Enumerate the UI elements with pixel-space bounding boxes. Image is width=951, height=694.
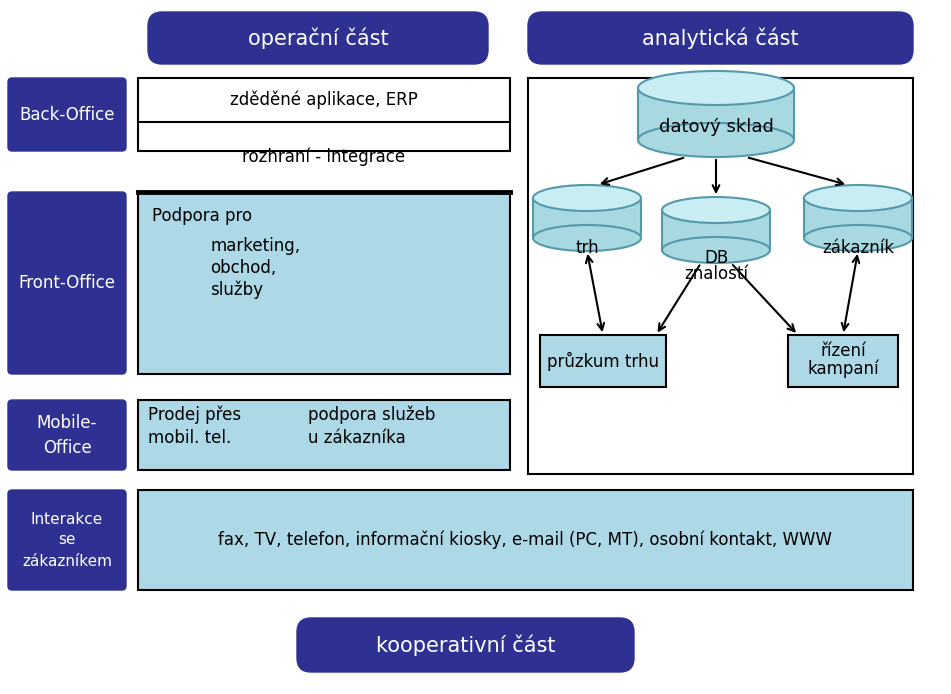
Bar <box>138 78 510 151</box>
FancyBboxPatch shape <box>8 490 126 590</box>
Ellipse shape <box>662 197 770 223</box>
Text: operační část: operační část <box>247 27 388 49</box>
Text: DB: DB <box>704 249 728 267</box>
FancyBboxPatch shape <box>8 78 126 151</box>
Text: Interakce
se
zákazníkem: Interakce se zákazníkem <box>22 511 112 568</box>
Text: podpora služeb: podpora služeb <box>308 406 436 424</box>
Text: řízení: řízení <box>820 342 865 360</box>
Text: trh: trh <box>575 239 599 257</box>
Text: fax, TV, telefon, informační kiosky, e-mail (PC, MT), osobní kontakt, WWW: fax, TV, telefon, informační kiosky, e-m… <box>218 531 832 549</box>
FancyBboxPatch shape <box>148 12 488 64</box>
Bar <box>533 198 641 238</box>
Text: Front-Office: Front-Office <box>18 274 115 292</box>
Bar <box>138 490 913 590</box>
Ellipse shape <box>533 225 641 251</box>
Text: kooperativní část: kooperativní část <box>376 634 555 656</box>
Text: mobil. tel.: mobil. tel. <box>148 429 231 447</box>
Text: kampaní: kampaní <box>807 359 879 378</box>
Bar <box>804 198 912 238</box>
Bar <box>788 335 898 387</box>
Bar <box>540 335 666 387</box>
Bar <box>138 400 510 470</box>
Bar <box>662 210 770 250</box>
Ellipse shape <box>662 237 770 263</box>
FancyBboxPatch shape <box>8 192 126 374</box>
Text: zákazník: zákazník <box>822 239 894 257</box>
FancyBboxPatch shape <box>528 12 913 64</box>
Ellipse shape <box>804 185 912 211</box>
Text: analytická část: analytická část <box>642 27 799 49</box>
Bar <box>138 192 510 374</box>
FancyBboxPatch shape <box>297 618 634 672</box>
Text: Mobile-
Office: Mobile- Office <box>37 414 97 457</box>
Text: obchod,: obchod, <box>210 259 276 277</box>
Text: datový sklad: datový sklad <box>658 118 773 136</box>
Ellipse shape <box>638 123 794 157</box>
Bar <box>638 88 794 140</box>
Bar <box>528 78 913 474</box>
Text: služby: služby <box>210 281 263 299</box>
FancyBboxPatch shape <box>8 400 126 470</box>
Text: Back-Office: Back-Office <box>19 105 115 124</box>
Text: marketing,: marketing, <box>210 237 301 255</box>
Ellipse shape <box>804 225 912 251</box>
Ellipse shape <box>533 185 641 211</box>
Text: Podpora pro: Podpora pro <box>152 207 252 225</box>
Text: Prodej přes: Prodej přes <box>148 406 242 424</box>
Text: znalostí: znalostí <box>684 265 748 283</box>
Text: rozhraní - integrace: rozhraní - integrace <box>243 148 405 167</box>
Text: průzkum trhu: průzkum trhu <box>547 351 659 371</box>
Ellipse shape <box>638 71 794 105</box>
Text: u zákazníka: u zákazníka <box>308 429 406 447</box>
Text: zděděné aplikace, ERP: zděděné aplikace, ERP <box>230 91 417 109</box>
